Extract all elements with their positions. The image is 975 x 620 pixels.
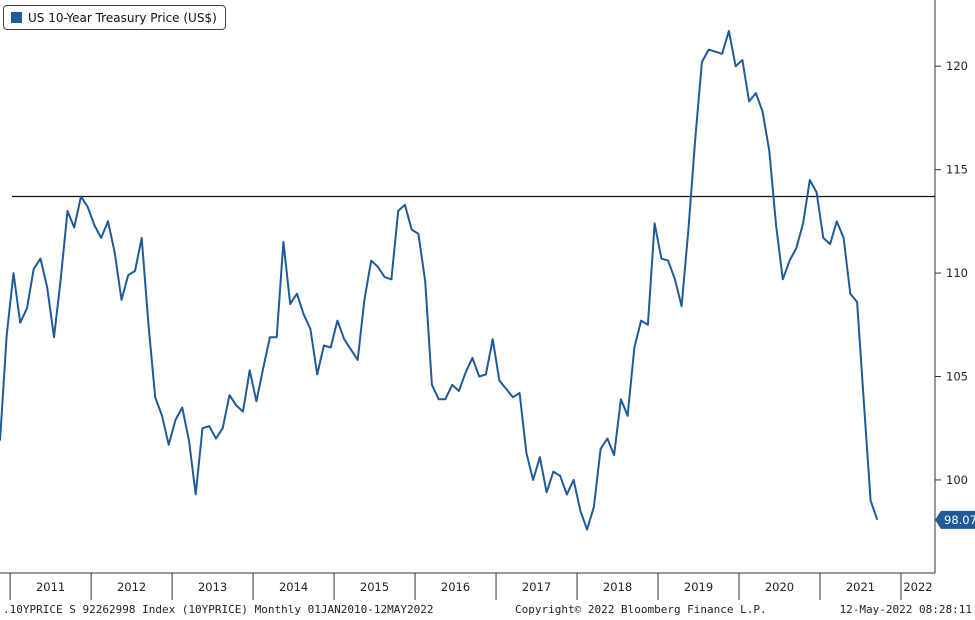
x-tick-label: 2021	[846, 580, 875, 594]
last-value-label-background	[935, 510, 975, 529]
legend-swatch	[11, 12, 22, 23]
x-tick-label: 2017	[522, 580, 551, 594]
legend-label: US 10-Year Treasury Price (US$)	[28, 10, 217, 25]
x-tick-label: 2015	[360, 580, 389, 594]
x-tick-label: 2018	[603, 580, 632, 594]
footer-timestamp: 12-May-2022 08:28:11	[839, 603, 972, 616]
x-tick-label: 2020	[765, 580, 794, 594]
y-axis-ticks: 100 105 110 115 120	[935, 59, 968, 487]
x-tick-label: 2016	[441, 580, 470, 594]
x-tick-label: 2011	[36, 580, 65, 594]
price-series-line	[0, 30, 879, 531]
x-tick-label: 2022	[903, 580, 932, 594]
footer-copyright: Copyright© 2022 Bloomberg Finance L.P.	[515, 603, 767, 616]
x-tick-label: 2013	[198, 580, 227, 594]
y-tick-label: 120	[946, 59, 968, 73]
y-tick-label: 110	[946, 266, 968, 280]
x-tick-label: 2014	[279, 580, 308, 594]
footer-ticker-info: .10YPRICE S 92262998 Index (10YPRICE) Mo…	[3, 603, 434, 616]
x-tick-label: 2019	[684, 580, 713, 594]
y-tick-label: 105	[946, 369, 968, 383]
y-tick-label: 100	[946, 473, 968, 487]
chart-legend: US 10-Year Treasury Price (US$)	[3, 5, 226, 30]
last-value-label: 98.07	[935, 510, 975, 529]
last-value-label-text: 98.07	[944, 513, 975, 527]
y-tick-label: 115	[946, 163, 968, 177]
x-axis-ticks: 2011 2012 2013 2014 2015 2016 2017 2018 2019 2020…	[9, 573, 933, 600]
chart-axes	[0, 0, 936, 574]
x-tick-label: 2012	[117, 580, 146, 594]
